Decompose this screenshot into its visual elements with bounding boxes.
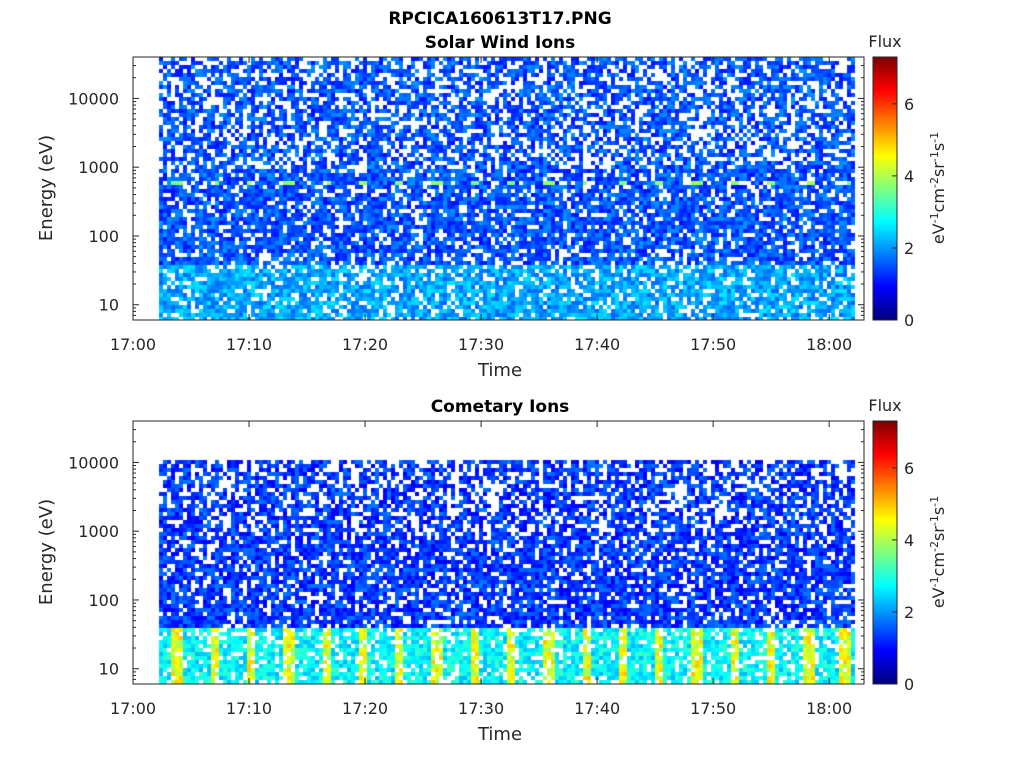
solar-wind-panel: Solar Wind Ions Energy (eV) Time Flux 17…	[36, 32, 948, 381]
figure-title: RPCICA160613T17.PNG	[388, 9, 611, 29]
cometary-colorbar-title: Flux	[868, 396, 901, 415]
solar-wind-colorbar-tick-label: 6	[904, 95, 914, 114]
cometary-xtick-label: 17:30	[458, 699, 504, 718]
solar-wind-colorbar-tick-label: 0	[904, 311, 914, 330]
solar-wind-spectrogram	[133, 57, 864, 320]
solar-wind-xtick-label: 17:40	[574, 335, 620, 354]
solar-wind-panel-title: Solar Wind Ions	[425, 33, 576, 53]
solar-wind-axes-box	[132, 56, 865, 321]
cometary-spectrogram	[133, 421, 864, 684]
solar-wind-xtick-label: 18:00	[806, 335, 852, 354]
cometary-xtick-label: 17:50	[690, 699, 736, 718]
cometary-ylabel: Energy (eV)	[36, 499, 57, 605]
solar-wind-colorbar	[873, 57, 897, 320]
solar-wind-colorbar-tick-label: 4	[904, 167, 914, 186]
solar-wind-colorbar-box	[872, 56, 898, 321]
solar-wind-xtick-label: 17:30	[458, 335, 504, 354]
solar-wind-xtick-label: 17:10	[226, 335, 272, 354]
cometary-colorbar-tick-label: 2	[904, 603, 914, 622]
solar-wind-colorbar-tick-label: 2	[904, 239, 914, 258]
solar-wind-ytick-label: 1000	[78, 158, 119, 177]
cometary-panel-title: Cometary Ions	[431, 397, 570, 417]
solar-wind-ytick-label: 10000	[68, 89, 119, 108]
cometary-xtick-label: 17:10	[226, 699, 272, 718]
solar-wind-colorbar-label: eV-1cm-2sr-1s-1	[928, 132, 949, 244]
solar-wind-colorbar-title: Flux	[868, 32, 901, 51]
solar-wind-xtick-label: 17:20	[342, 335, 388, 354]
cometary-colorbar-tick-label: 0	[904, 675, 914, 694]
cometary-ytick-label: 1000	[78, 522, 119, 541]
cometary-colorbar-box	[872, 420, 898, 685]
cometary-xtick-label: 17:00	[110, 699, 156, 718]
solar-wind-xlabel: Time	[477, 360, 522, 381]
cometary-xtick-label: 17:20	[342, 699, 388, 718]
cometary-ytick-label: 10000	[68, 453, 119, 472]
cometary-colorbar-tick-label: 6	[904, 459, 914, 478]
solar-wind-ylabel: Energy (eV)	[36, 135, 57, 241]
cometary-xlabel: Time	[477, 724, 522, 745]
solar-wind-xtick-label: 17:50	[690, 335, 736, 354]
cometary-colorbar	[873, 421, 897, 684]
cometary-ytick-label: 10	[99, 660, 119, 679]
cometary-colorbar-tick-label: 4	[904, 531, 914, 550]
cometary-xtick-label: 17:40	[574, 699, 620, 718]
cometary-axes-box	[132, 420, 865, 685]
cometary-colorbar-label: eV-1cm-2sr-1s-1	[928, 496, 949, 608]
cometary-ytick-label: 100	[88, 591, 119, 610]
solar-wind-ytick-label: 10	[99, 296, 119, 315]
cometary-panel: Cometary Ions Energy (eV) Time Flux 17:0…	[36, 396, 948, 745]
solar-wind-xtick-label: 17:00	[110, 335, 156, 354]
solar-wind-ytick-label: 100	[88, 227, 119, 246]
cometary-xtick-label: 18:00	[806, 699, 852, 718]
